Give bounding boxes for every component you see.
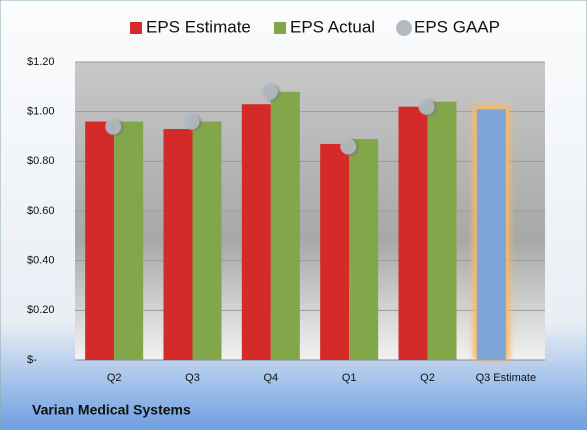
y-tick-label: $0.60 bbox=[27, 205, 55, 217]
bar bbox=[320, 143, 350, 360]
legend-label: EPS Estimate bbox=[146, 17, 251, 36]
bar bbox=[427, 101, 457, 360]
gaap-marker bbox=[183, 113, 200, 130]
bar bbox=[241, 104, 271, 360]
x-tick-label: Q3 bbox=[185, 372, 200, 384]
bar bbox=[114, 121, 144, 360]
bar bbox=[163, 129, 193, 360]
legend-marker bbox=[396, 20, 412, 36]
x-tick-label: Q1 bbox=[342, 372, 357, 384]
legend-marker bbox=[274, 22, 286, 34]
bar bbox=[192, 121, 222, 360]
bar bbox=[270, 91, 300, 361]
x-tick-label: Q2 bbox=[420, 372, 435, 384]
legend-marker bbox=[130, 22, 142, 34]
gaap-marker bbox=[105, 118, 122, 135]
legend-label: EPS Actual bbox=[290, 17, 375, 36]
x-tick-label: Q4 bbox=[263, 372, 278, 384]
x-tick-label: Q2 bbox=[107, 372, 122, 384]
bar bbox=[349, 138, 379, 360]
y-tick-label: $1.20 bbox=[27, 56, 55, 68]
x-tick-label: Q3 Estimate bbox=[476, 372, 537, 384]
y-tick-label: $- bbox=[27, 354, 37, 366]
bar bbox=[476, 109, 506, 360]
gaap-marker bbox=[261, 83, 278, 100]
bar bbox=[85, 121, 115, 360]
y-tick-label: $0.40 bbox=[27, 255, 55, 267]
gaap-marker bbox=[418, 98, 435, 115]
y-tick-label: $0.20 bbox=[27, 304, 55, 316]
gaap-marker bbox=[340, 138, 357, 155]
y-tick-label: $0.80 bbox=[27, 155, 55, 167]
y-tick-label: $1.00 bbox=[27, 106, 55, 118]
chart-title: Varian Medical Systems bbox=[32, 402, 191, 418]
legend-label: EPS GAAP bbox=[414, 17, 500, 36]
bar bbox=[398, 106, 428, 360]
